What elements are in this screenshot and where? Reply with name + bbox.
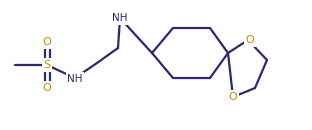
Text: NH: NH bbox=[112, 13, 128, 23]
Text: O: O bbox=[246, 35, 254, 45]
Text: NH: NH bbox=[67, 74, 83, 84]
Text: O: O bbox=[43, 37, 51, 47]
Text: O: O bbox=[229, 92, 237, 102]
Text: O: O bbox=[43, 83, 51, 93]
Text: S: S bbox=[43, 60, 51, 70]
